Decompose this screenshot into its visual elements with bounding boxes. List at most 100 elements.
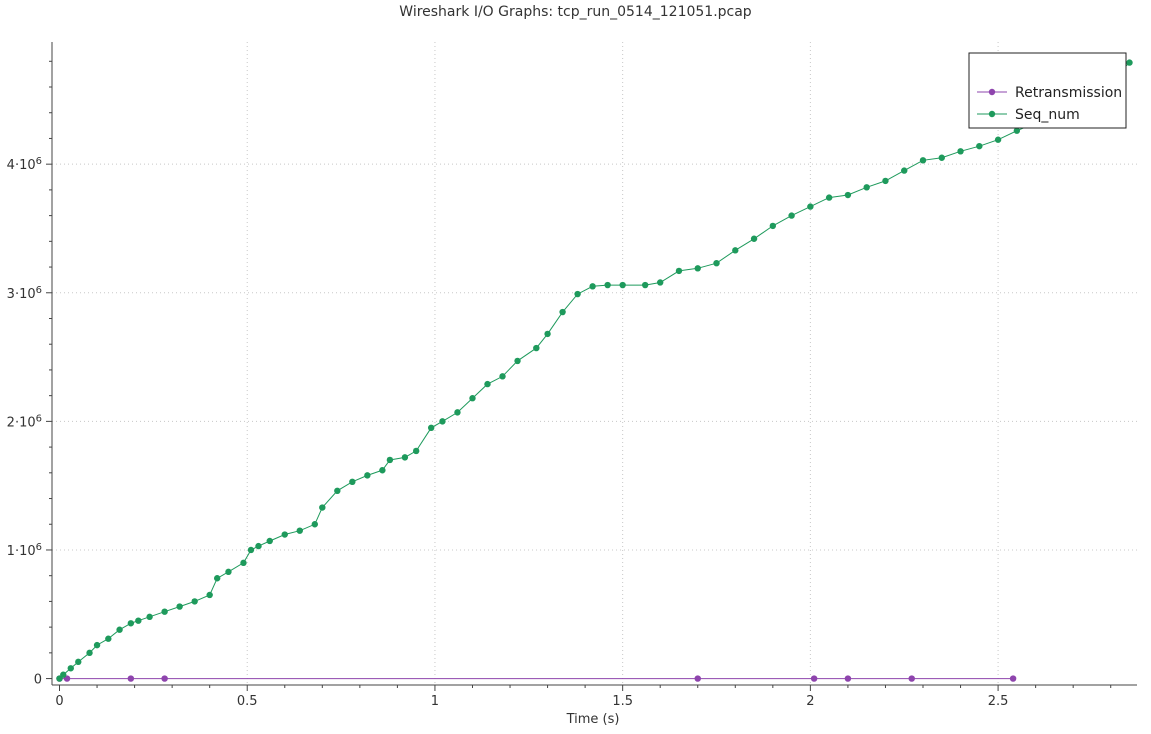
- data-point: [379, 467, 386, 474]
- data-point: [454, 409, 461, 416]
- data-point: [750, 235, 758, 242]
- y-tick-label: 4·106: [7, 156, 42, 173]
- data-point: [311, 521, 319, 528]
- data-point: [732, 247, 739, 254]
- series-layer: [56, 59, 1133, 682]
- data-point: [908, 675, 915, 682]
- data-point: [559, 308, 566, 316]
- data-point: [86, 649, 93, 657]
- axes: [46, 42, 1137, 691]
- data-point: [694, 675, 701, 682]
- data-point: [401, 454, 409, 461]
- data-point: [161, 608, 168, 615]
- x-tick-label: 2.5: [988, 694, 1009, 709]
- data-point: [191, 598, 198, 605]
- data-point: [589, 283, 596, 290]
- data-point: [206, 591, 213, 599]
- data-point: [657, 279, 664, 286]
- x-tick-label: 0: [55, 694, 63, 709]
- data-point: [514, 357, 521, 365]
- data-point: [427, 424, 435, 431]
- y-tick-label: 2·106: [7, 413, 42, 430]
- data-point: [901, 167, 908, 174]
- data-point: [349, 478, 356, 486]
- data-point: [810, 675, 818, 682]
- data-point: [319, 504, 326, 511]
- legend-box: [968, 52, 1127, 129]
- data-point: [976, 142, 983, 150]
- data-point: [882, 177, 889, 185]
- legend: Retransmission Seq_num: [968, 52, 1127, 129]
- data-point: [994, 136, 1002, 143]
- data-point: [213, 575, 221, 582]
- data-point: [1126, 59, 1133, 66]
- data-point: [825, 194, 833, 201]
- data-point: [255, 542, 262, 550]
- legend-swatch-marker: [988, 110, 996, 118]
- data-point: [247, 546, 255, 554]
- data-point: [161, 675, 168, 682]
- series-seq-num: [56, 59, 1133, 682]
- data-point: [807, 203, 814, 210]
- data-point: [544, 330, 551, 338]
- data-point: [844, 675, 852, 682]
- data-point: [641, 281, 649, 289]
- data-point: [127, 620, 135, 627]
- data-point: [533, 344, 540, 352]
- x-tick-label: 1.5: [612, 694, 633, 709]
- data-point: [469, 395, 476, 402]
- data-point: [604, 281, 611, 289]
- series-retransmission: [56, 675, 1017, 682]
- data-point: [713, 259, 720, 267]
- data-point: [919, 157, 927, 164]
- data-point: [225, 568, 232, 576]
- tick-labels: 0 0.5 1 1.5 2 2.5 0 1·106 2·106 3·106 4·106: [7, 156, 1009, 709]
- data-point: [296, 527, 303, 534]
- data-point: [135, 617, 142, 624]
- data-point: [1009, 675, 1017, 682]
- data-point: [105, 635, 112, 642]
- data-point: [957, 148, 964, 155]
- data-point: [439, 418, 446, 425]
- data-point: [67, 665, 74, 672]
- data-point: [93, 641, 101, 649]
- series-line: [59, 62, 1130, 679]
- data-point: [281, 531, 288, 538]
- y-tick-label: 3·106: [7, 285, 42, 302]
- data-point: [266, 537, 273, 545]
- x-tick-label: 2: [806, 694, 814, 709]
- data-point: [863, 184, 870, 191]
- chart-title: Wireshark I/O Graphs: tcp_run_0514_12105…: [399, 4, 752, 20]
- data-point: [364, 472, 371, 479]
- data-point: [412, 447, 420, 455]
- x-axis-label: Time (s): [566, 712, 620, 727]
- data-point: [844, 191, 852, 199]
- data-point: [334, 487, 341, 495]
- x-tick-label: 0.5: [237, 694, 258, 709]
- y-tick-label: 0: [34, 673, 42, 688]
- y-tick-label: 1·106: [7, 542, 42, 559]
- grid: [52, 42, 1137, 685]
- data-point: [146, 613, 153, 621]
- data-point: [574, 290, 581, 298]
- data-point: [484, 380, 491, 388]
- data-point: [675, 267, 683, 275]
- legend-label: Retransmission: [1015, 85, 1122, 101]
- legend-swatch-marker: [988, 88, 996, 96]
- data-point: [499, 373, 506, 380]
- data-point: [938, 154, 945, 161]
- data-point: [769, 222, 777, 230]
- data-point: [694, 265, 701, 272]
- x-tick-label: 1: [431, 694, 439, 709]
- data-point: [240, 559, 247, 567]
- data-point: [1013, 127, 1021, 134]
- data-point: [619, 281, 626, 289]
- data-point: [788, 212, 795, 219]
- data-point: [176, 603, 183, 610]
- legend-label: Seq_num: [1015, 107, 1080, 123]
- data-point: [75, 658, 82, 666]
- data-point: [386, 456, 394, 464]
- data-point: [127, 675, 135, 682]
- data-point: [116, 626, 123, 633]
